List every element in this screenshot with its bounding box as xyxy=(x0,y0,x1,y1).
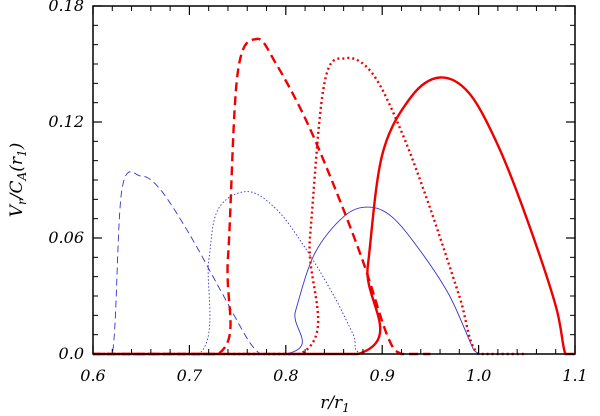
y-axis-label: Vr/CA(r1) xyxy=(7,143,29,218)
series-line-2 xyxy=(92,191,431,355)
axis-ticks xyxy=(92,5,576,355)
series-line-4 xyxy=(92,37,431,356)
y-tick-label: 0.06 xyxy=(48,228,84,247)
x-tick-label: 0.8 xyxy=(273,366,298,385)
y-tick-label: 0.0 xyxy=(59,344,84,363)
y-tick-label: 0.12 xyxy=(48,112,84,131)
data-curves xyxy=(92,37,575,356)
series-line-1 xyxy=(92,171,261,355)
series-line-6 xyxy=(92,76,575,356)
x-tick-label: 0.7 xyxy=(177,366,203,385)
x-axis-label: r/r1 xyxy=(320,393,350,415)
series-line-3 xyxy=(92,206,479,355)
tick-labels: 0.6 0.7 0.8 0.9 1.0 1.1 0.0 0.06 0.12 0.18 xyxy=(48,0,587,385)
x-tick-label: 1.1 xyxy=(562,366,587,385)
plot-frame xyxy=(92,5,576,355)
y-tick-label: 0.18 xyxy=(48,0,84,15)
x-tick-label: 1.0 xyxy=(466,366,491,385)
x-tick-label: 0.6 xyxy=(80,366,105,385)
x-tick-label: 0.9 xyxy=(369,366,394,385)
series-line-5 xyxy=(92,56,527,356)
